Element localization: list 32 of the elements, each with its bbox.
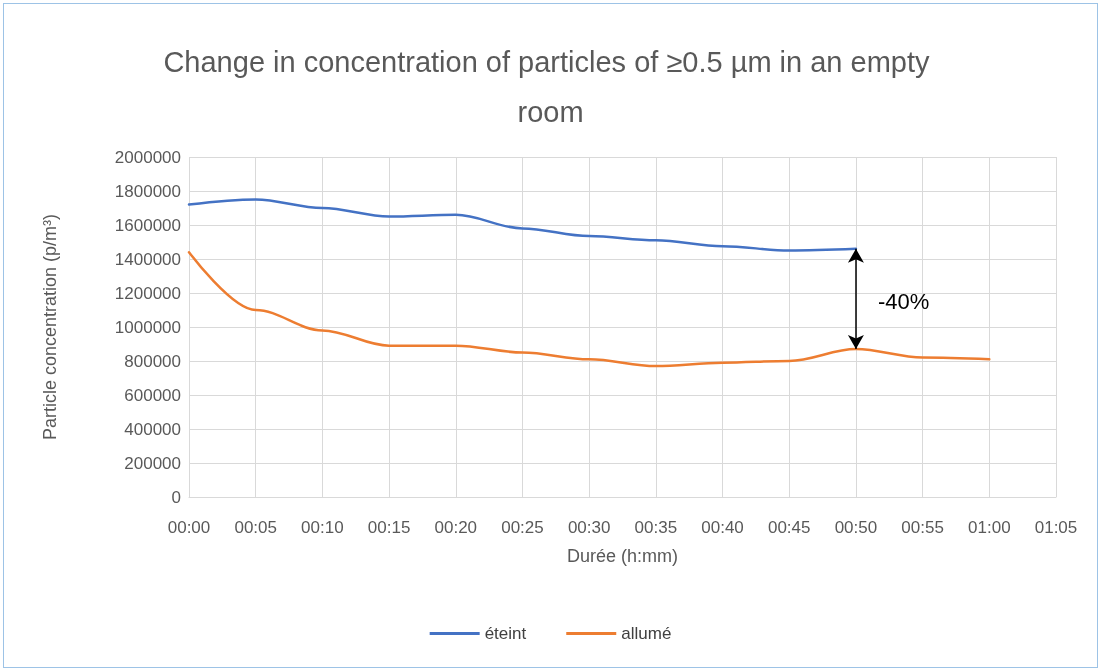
- x-tick-label: 00:50: [834, 518, 878, 537]
- x-tick-label: 00:55: [901, 518, 944, 537]
- y-tick-label: 200000: [124, 453, 181, 473]
- y-tick-label: 800000: [124, 351, 181, 371]
- x-tick-label: 01:00: [968, 518, 1011, 537]
- x-tick-label: 00:40: [701, 518, 744, 537]
- x-tick-label: 01:05: [1034, 518, 1078, 537]
- y-tick-label: 0: [171, 487, 181, 507]
- line-series: [187, 250, 991, 368]
- y-tick-label: 1200000: [114, 283, 181, 303]
- annotation: -40%: [877, 289, 930, 315]
- x-tick-label: 00:35: [634, 518, 678, 537]
- y-tick-label: 1800000: [114, 181, 181, 201]
- x-tick-label: 00:25: [501, 518, 544, 537]
- x-tick-label: 00:05: [234, 518, 277, 537]
- y-axis-title: Particle concentration (p/m³): [40, 213, 60, 441]
- y-tick-label: 600000: [124, 385, 181, 405]
- y-tick-label: 1400000: [114, 249, 181, 269]
- x-tick-label: 00:30: [567, 518, 611, 537]
- x-tick-label: 00:15: [367, 518, 411, 537]
- y-tick-label: 1600000: [114, 215, 181, 235]
- legend-label: allumé: [621, 624, 672, 643]
- x-tick-label: 00:10: [301, 518, 344, 537]
- x-axis-title: Durée (h:mm): [566, 546, 679, 566]
- x-tick-label: 00:00: [167, 518, 211, 537]
- y-tick-label: 1000000: [114, 317, 181, 337]
- y-tick-label: 400000: [124, 419, 181, 439]
- chart-title: Change in concentration of particles of ≥0.5 µm in an empty room: [163, 46, 938, 128]
- y-tick-label: 2000000: [114, 147, 181, 167]
- x-tick-label: 00:45: [767, 518, 811, 537]
- legend-label: éteint: [484, 624, 527, 643]
- x-tick-label: 00:20: [434, 518, 478, 537]
